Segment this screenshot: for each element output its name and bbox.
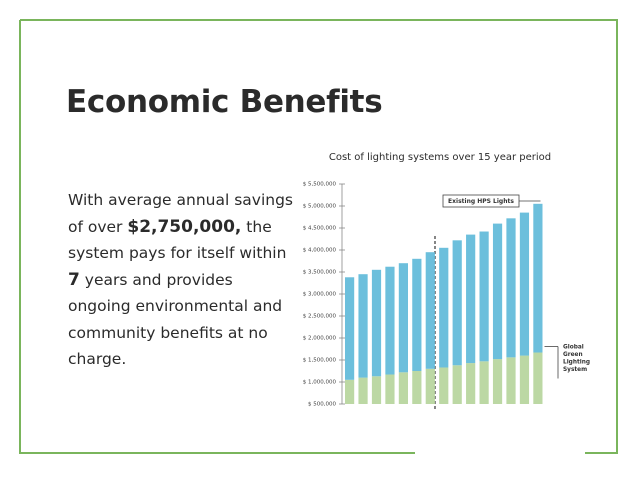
y-tick-label: $ 4,500,000: [303, 226, 337, 232]
frame: [19, 19, 618, 454]
bar-segment: [452, 365, 462, 404]
bar-segment: [492, 223, 503, 360]
bar-segment: [479, 231, 489, 362]
body-text-part: the system pays for itself within: [68, 217, 287, 263]
bar-segment: [492, 359, 503, 404]
bar-segment: [425, 252, 435, 369]
bar-segment: [345, 379, 355, 404]
bar-segment: [506, 218, 516, 358]
y-tick-label: $ 5,000,000: [303, 204, 337, 210]
chart-title: Cost of lighting systems over 15 year pe…: [329, 152, 551, 163]
bar-segment: [371, 269, 382, 377]
bar-segment: [358, 377, 368, 404]
bar-segment: [452, 240, 462, 366]
bar-segment: [479, 361, 489, 404]
bar-segment: [385, 374, 395, 404]
body-highlight: 7: [68, 269, 80, 290]
bar-segment: [425, 368, 435, 404]
body-text-part: With average annual savings of over: [68, 191, 293, 236]
legend-label: Existing HPS Lights: [448, 198, 514, 205]
bar-segment: [519, 355, 530, 404]
y-tick-label: $ 3,500,000: [303, 270, 337, 276]
bar-segment: [466, 234, 476, 364]
y-tick-label: $ 3,000,000: [303, 292, 337, 298]
body-highlight: $2,750,000,: [127, 216, 242, 237]
bar-segment: [439, 367, 449, 404]
bar-segment: [345, 277, 355, 380]
y-tick-label: $ 500,000: [308, 402, 336, 408]
bar-segment: [398, 263, 408, 373]
bar-segment: [533, 203, 543, 353]
bar-segment: [398, 372, 408, 404]
legend-box: [442, 194, 520, 208]
bar-segment: [371, 376, 382, 404]
bar-segment: [439, 247, 449, 368]
bar-segment: [506, 357, 516, 404]
bar-segment: [412, 258, 422, 371]
bar-segment: [412, 371, 422, 404]
slide-title: Economic Benefits: [66, 84, 383, 120]
bar-segment: [385, 266, 395, 375]
bar-segment: [519, 212, 530, 356]
y-tick-label: $ 1,000,000: [303, 380, 337, 386]
bar-segment: [533, 352, 543, 404]
body-text: With average annual savings of over $2,7…: [68, 187, 298, 373]
y-tick-label: $ 4,000,000: [303, 248, 337, 254]
bar-segment: [358, 274, 368, 378]
body-text-part: years and provides ongoing environmental…: [68, 270, 283, 369]
y-tick-label: $ 2,000,000: [303, 336, 337, 342]
y-tick-label: $ 5,500,000: [303, 182, 337, 188]
legend-label: Global Green Lighting System: [563, 344, 590, 373]
y-tick-label: $ 1,500,000: [303, 358, 337, 364]
y-tick-label: $ 2,500,000: [303, 314, 337, 320]
bar-segment: [466, 363, 476, 404]
